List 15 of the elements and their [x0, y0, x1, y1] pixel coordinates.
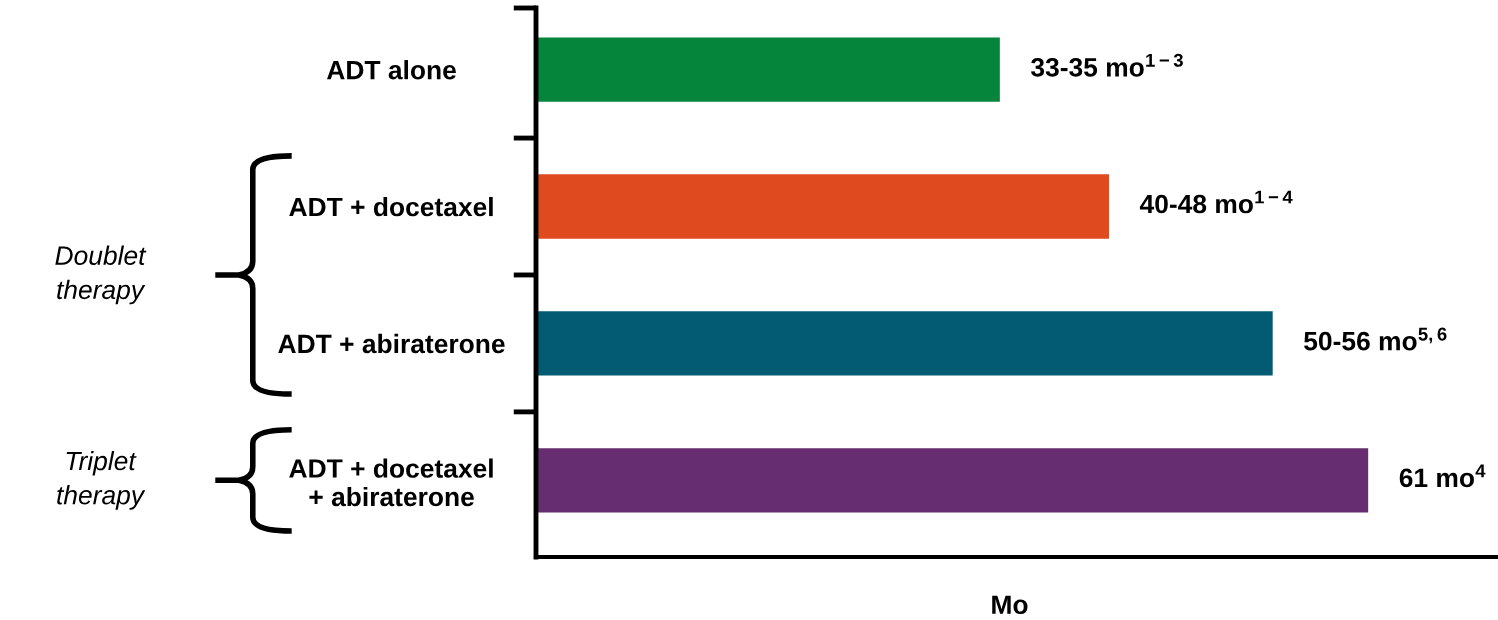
x-axis-title: Mo — [992, 595, 1028, 615]
bar — [536, 174, 1109, 239]
data-label: 40-48 mo$^{1−4}$ — [1139, 190, 1293, 214]
bar — [536, 311, 1273, 376]
y-tick-label: ADT + abiraterone — [278, 333, 505, 354]
y-tick-label: ADT + docetaxel + abiraterone — [289, 458, 493, 507]
y-tick-label: ADT alone — [326, 60, 456, 80]
bar — [536, 37, 1000, 102]
y-tick-label: ADT + docetaxel — [289, 196, 493, 217]
data-label: 61 mo$^{4}$ — [1399, 464, 1486, 488]
data-label: 33-35 mo$^{1−3}$ — [1031, 53, 1183, 77]
bar — [536, 448, 1369, 513]
text: Doublet therapy — [55, 245, 147, 305]
data-label: 50-56 mo$^{5,6}$ — [1304, 327, 1447, 351]
text: Triplet therapy — [57, 450, 146, 510]
